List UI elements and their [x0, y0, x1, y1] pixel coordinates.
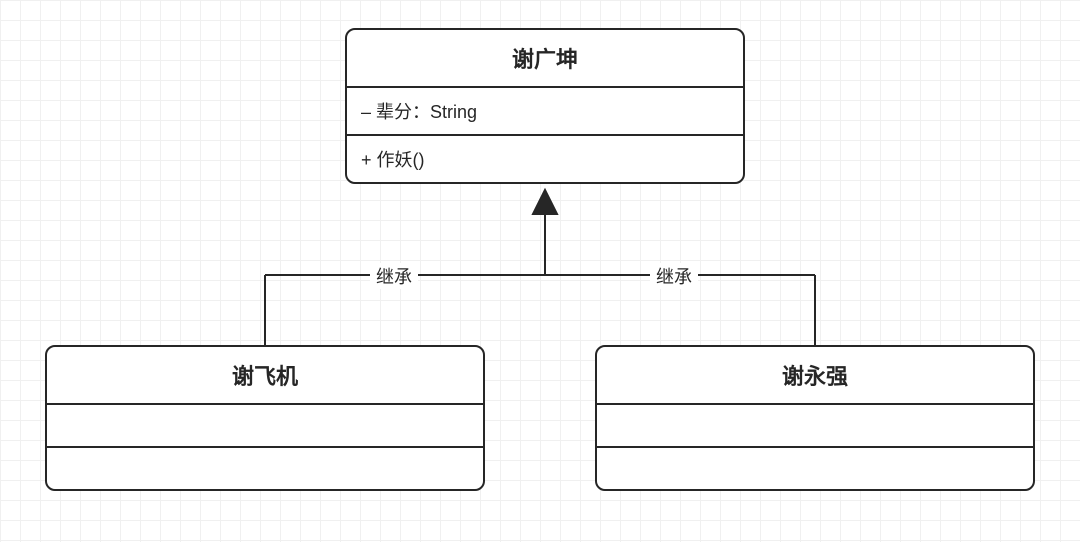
edge-label-left: 继承	[370, 263, 418, 289]
class-box-child-right: 谢永强	[595, 345, 1035, 491]
class-attributes: – 辈分：String	[347, 88, 743, 136]
class-box-child-left: 谢飞机	[45, 345, 485, 491]
diagram-stage: 谢广坤 – 辈分：String + 作妖() 谢飞机 谢永强 继承 继承	[0, 0, 1080, 542]
class-attributes	[47, 405, 483, 448]
class-operations	[47, 448, 483, 489]
class-name: 谢飞机	[47, 347, 483, 405]
edge-label-right: 继承	[650, 263, 698, 289]
class-box-parent: 谢广坤 – 辈分：String + 作妖()	[345, 28, 745, 184]
inheritance-arrowhead-icon	[533, 190, 557, 214]
class-name: 谢广坤	[347, 30, 743, 88]
class-operations: + 作妖()	[347, 136, 743, 182]
class-name: 谢永强	[597, 347, 1033, 405]
class-operations	[597, 448, 1033, 489]
class-attributes	[597, 405, 1033, 448]
